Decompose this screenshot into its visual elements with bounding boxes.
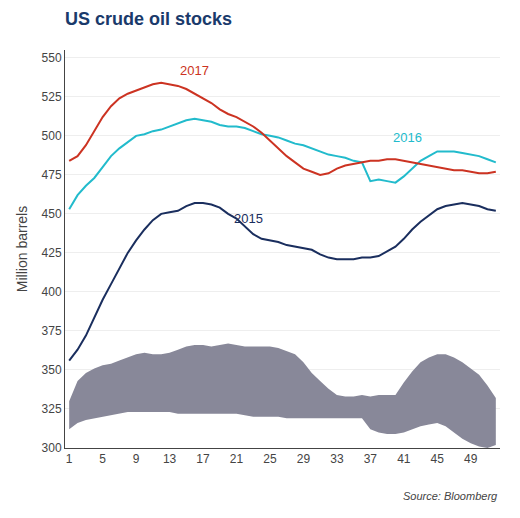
svg-text:2015: 2015 <box>234 211 263 226</box>
svg-text:17: 17 <box>196 452 210 466</box>
svg-text:US crude oil stocks: US crude oil stocks <box>65 9 232 29</box>
svg-text:49: 49 <box>464 452 478 466</box>
svg-text:325: 325 <box>42 402 62 416</box>
svg-text:1: 1 <box>66 452 73 466</box>
svg-text:29: 29 <box>297 452 311 466</box>
svg-text:475: 475 <box>42 168 62 182</box>
svg-text:350: 350 <box>42 363 62 377</box>
svg-text:Source: Bloomberg: Source: Bloomberg <box>403 490 498 502</box>
svg-text:Million barrels: Million barrels <box>14 206 30 292</box>
svg-text:300: 300 <box>42 441 62 455</box>
svg-text:450: 450 <box>42 207 62 221</box>
svg-text:5: 5 <box>99 452 106 466</box>
svg-text:25: 25 <box>263 452 277 466</box>
svg-text:13: 13 <box>163 452 177 466</box>
svg-text:2016: 2016 <box>393 130 422 145</box>
svg-text:45: 45 <box>431 452 445 466</box>
svg-text:37: 37 <box>364 452 378 466</box>
svg-text:21: 21 <box>230 452 244 466</box>
svg-text:400: 400 <box>42 285 62 299</box>
svg-text:550: 550 <box>42 51 62 65</box>
svg-text:33: 33 <box>330 452 344 466</box>
svg-text:525: 525 <box>42 90 62 104</box>
svg-text:500: 500 <box>42 129 62 143</box>
svg-text:9: 9 <box>133 452 140 466</box>
svg-text:425: 425 <box>42 246 62 260</box>
svg-text:41: 41 <box>397 452 411 466</box>
svg-text:375: 375 <box>42 324 62 338</box>
svg-text:2017: 2017 <box>180 63 209 78</box>
